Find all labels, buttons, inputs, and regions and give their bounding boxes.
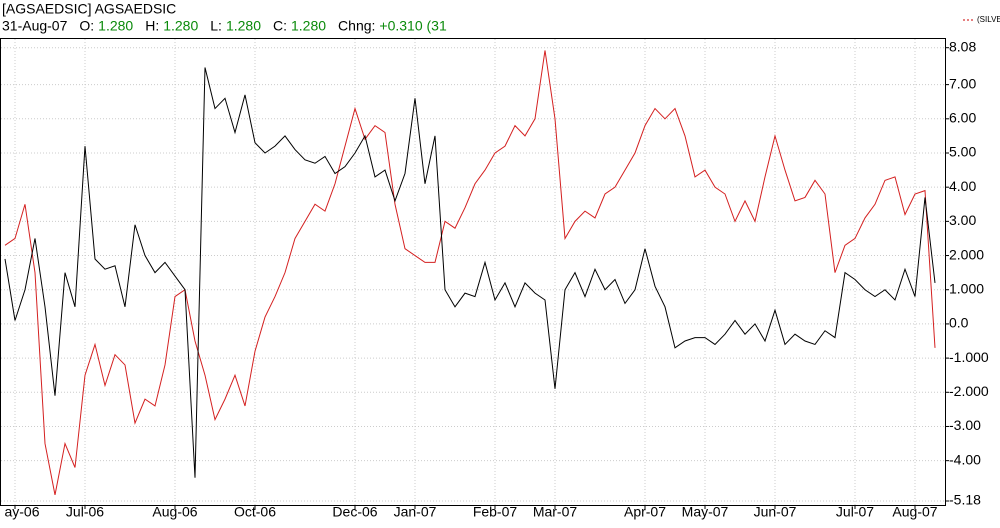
- x-tick-label: Jul-06: [66, 504, 104, 520]
- stat-label: Chng:: [338, 18, 375, 34]
- x-tick-label: Aug-06: [152, 504, 197, 520]
- stat-value: 1.280: [291, 18, 326, 34]
- x-tick-label: Jul-07: [836, 504, 874, 520]
- stat-value: 1.280: [226, 18, 261, 34]
- stat-value: 1.280: [98, 18, 133, 34]
- y-tick-label: 6.00: [949, 110, 976, 126]
- x-tick-label: Mar-07: [533, 504, 578, 520]
- x-tick-label: Jun-07: [754, 504, 797, 520]
- stat-label: L:: [210, 18, 222, 34]
- y-tick-label: -1.000: [949, 349, 989, 365]
- x-tick-label: Feb-07: [473, 504, 518, 520]
- stat-label: H:: [145, 18, 159, 34]
- series-line: [4, 67, 936, 478]
- x-tick-label: Jan-07: [394, 504, 437, 520]
- plot-frame: [0, 38, 946, 506]
- x-tick-label: Dec-06: [332, 504, 377, 520]
- x-tick-label: May-07: [682, 504, 729, 520]
- y-tick-label: 2.000: [949, 246, 984, 262]
- stat-value: +0.310 (31: [379, 18, 447, 34]
- y-tick-label: -2.000: [949, 383, 989, 399]
- y-tick-label: 8.08: [949, 38, 976, 54]
- y-tick-label: 1.000: [949, 280, 984, 296]
- stat-label: C:: [273, 18, 287, 34]
- y-tick-label: -4.00: [949, 451, 981, 467]
- series-line: [4, 50, 936, 495]
- y-tick-label: -5.18: [949, 492, 981, 508]
- x-tick-label: Aug-07: [892, 504, 937, 520]
- chart-title: [AGSAEDSIC] AGSAEDSIC: [2, 1, 176, 17]
- y-tick-label: 5.00: [949, 144, 976, 160]
- y-tick-label: 7.00: [949, 75, 976, 91]
- x-tick-label: Oct-06: [234, 504, 276, 520]
- x-tick-label: Apr-07: [624, 504, 666, 520]
- y-tick-label: 4.00: [949, 178, 976, 194]
- stat-label: O:: [79, 18, 94, 34]
- date: 31-Aug-07: [2, 18, 68, 34]
- legend-entry: (SILVER): [977, 15, 1000, 24]
- y-tick-label: -3.00: [949, 417, 981, 433]
- stat-value: 1.280: [163, 18, 198, 34]
- y-tick-label: 3.00: [949, 212, 976, 228]
- x-tick-label: ay-06: [4, 504, 39, 520]
- y-tick-label: 0.0: [949, 315, 969, 331]
